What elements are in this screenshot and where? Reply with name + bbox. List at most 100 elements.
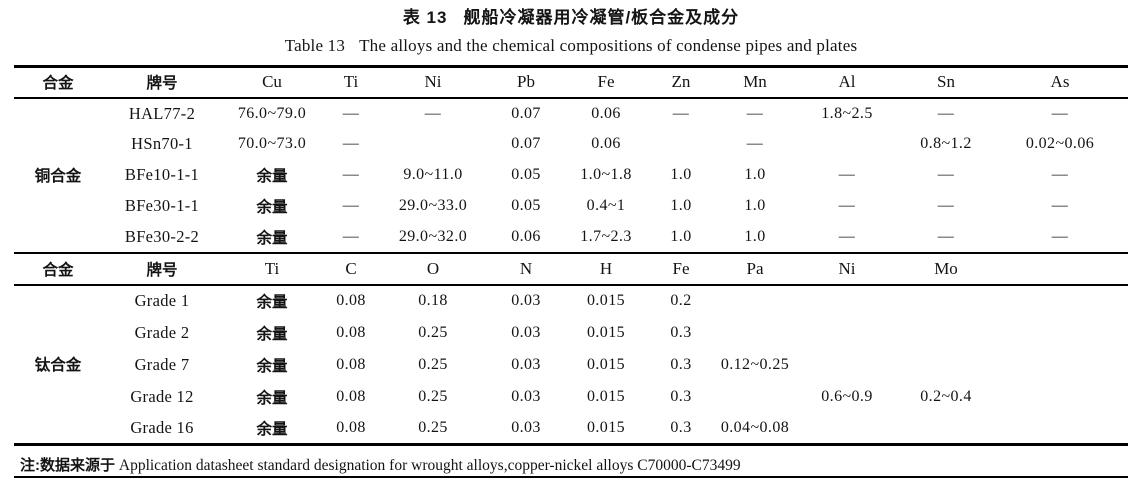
- value-cell: 0.08: [336, 387, 366, 405]
- value-cell: [794, 129, 900, 160]
- value-cell: 1.0: [744, 227, 766, 245]
- value-cell: —: [1051, 227, 1069, 245]
- value-cell: —: [838, 166, 856, 183]
- value-cell: 0.25: [418, 387, 448, 405]
- value-cell: —: [672, 104, 690, 122]
- value-cell: [900, 317, 992, 349]
- value-cell: 余量: [256, 199, 288, 216]
- table-number-en: Table 13: [284, 36, 346, 55]
- value-cell: 余量: [256, 389, 288, 407]
- table-row: BFe30-1-1 余量 — 29.0~33.0 0.05 0.4~1 1.0 1.0 — — —: [14, 191, 1128, 222]
- value-cell: 余量: [256, 357, 288, 375]
- value-cell: 0.06: [511, 227, 541, 245]
- header-cell-element: O: [426, 258, 440, 278]
- value-cell: 1.0~1.8: [580, 166, 632, 183]
- value-cell: [716, 317, 794, 349]
- value-cell: 0.07: [511, 104, 541, 122]
- value-cell: 余量: [256, 420, 288, 438]
- value-cell: 1.8~2.5: [821, 104, 873, 122]
- table-caption-en: The alloys and the chemical compositions…: [359, 36, 858, 55]
- table-row: BFe10-1-1 余量 — 9.0~11.0 0.05 1.0~1.8 1.0 1.0 — — —: [14, 160, 1128, 191]
- value-cell: [794, 413, 900, 445]
- value-cell: 70.0~73.0: [237, 135, 307, 152]
- value-cell: 0.08: [336, 292, 366, 309]
- value-cell: 0.015: [587, 387, 625, 405]
- table-caption-zh: 舰船冷凝器用冷凝管/板合金及成分: [463, 8, 740, 27]
- header-cell-element: Ti: [343, 72, 359, 92]
- value-cell: —: [424, 104, 442, 122]
- value-cell: 1.0: [670, 197, 692, 214]
- value-cell: [646, 129, 716, 160]
- value-cell: —: [342, 166, 360, 183]
- value-cell: 余量: [256, 294, 288, 311]
- table-row: 铜合金 HAL77-2 76.0~79.0 — — 0.07 0.06 — — 1.8~2.5 — —: [14, 98, 1128, 186]
- value-cell: [992, 285, 1128, 317]
- header-cell-name: 牌号: [146, 261, 178, 279]
- grade-name-cell: Grade 12: [130, 386, 194, 406]
- value-cell: [794, 285, 900, 317]
- value-cell: 0.08: [336, 323, 366, 341]
- header-cell-name: 牌号: [146, 75, 178, 93]
- value-cell: 0.015: [587, 292, 625, 309]
- value-cell: 0.06: [591, 104, 621, 122]
- grade-name-cell: Grade 2: [134, 322, 190, 342]
- value-cell: —: [746, 135, 764, 152]
- value-cell: [716, 381, 794, 413]
- header-cell-element: Mo: [934, 258, 958, 278]
- section-header-row: 合金 牌号 Cu Ti Ni Pb Fe Zn Mn Al Sn As: [14, 67, 1128, 98]
- value-cell: 1.0: [744, 197, 766, 214]
- value-cell: [380, 129, 486, 160]
- table-row: HSn70-1 70.0~73.0 — 0.07 0.06 — 0.8~1.2 0.02~0.…: [14, 129, 1128, 160]
- section-header-row: 合金 牌号 Ti C O N H Fe Pa Ni Mo: [14, 252, 1128, 285]
- value-cell: —: [838, 227, 856, 245]
- grade-name-cell: HSn70-1: [131, 134, 193, 153]
- value-cell: —: [937, 227, 955, 245]
- value-cell: 0.3: [670, 387, 692, 405]
- value-cell: 余量: [256, 168, 288, 185]
- value-cell: —: [937, 197, 955, 214]
- value-cell: 0.25: [418, 418, 448, 436]
- value-cell: 0.03: [511, 355, 541, 373]
- value-cell: 余量: [256, 325, 288, 343]
- value-cell: 余量: [256, 229, 288, 247]
- value-cell: 1.7~2.3: [580, 227, 632, 245]
- value-cell: 0.07: [511, 135, 541, 152]
- alloy-group-cell: 铜合金: [34, 168, 82, 185]
- value-cell: 0.03: [511, 292, 541, 309]
- value-cell: 0.25: [418, 323, 448, 341]
- table-row: Grade 2 余量 0.08 0.25 0.03 0.015 0.3: [14, 317, 1128, 349]
- header-cell-element: Ti: [264, 258, 280, 278]
- header-cell-element: H: [599, 258, 613, 278]
- value-cell: 0.3: [670, 323, 692, 341]
- value-cell: [716, 285, 794, 317]
- table-row: Grade 12 余量 0.08 0.25 0.03 0.015 0.3 0.6~0.9 0.2…: [14, 381, 1128, 413]
- value-cell: —: [1051, 166, 1069, 183]
- header-cell-element: Cu: [262, 72, 282, 92]
- alloy-table-body: 合金 牌号 Cu Ti Ni Pb Fe Zn Mn Al Sn As 铜合金 HAL77-2 76.0~7…: [14, 67, 1128, 445]
- value-cell: 0.015: [587, 323, 625, 341]
- value-cell: [992, 317, 1128, 349]
- header-cell-element: Pa: [746, 258, 764, 278]
- table-row: Grade 7 余量 0.08 0.25 0.03 0.015 0.3 0.12~0.25: [14, 349, 1128, 381]
- value-cell: 29.0~32.0: [398, 227, 468, 245]
- header-cell-element: [992, 253, 1128, 285]
- value-cell: —: [937, 166, 955, 183]
- grade-name-cell: BFe30-2-2: [124, 226, 200, 246]
- value-cell: [992, 413, 1128, 445]
- header-cell-element: Zn: [671, 72, 691, 92]
- table-note: 注:数据来源于 Application datasheet standard d…: [14, 455, 1128, 476]
- value-cell: 0.4~1: [586, 197, 626, 214]
- grade-name-cell: BFe30-1-1: [124, 196, 200, 215]
- value-cell: 76.0~79.0: [237, 104, 307, 122]
- header-cell-element: N: [519, 258, 533, 278]
- value-cell: 0.015: [587, 355, 625, 373]
- header-cell-element: Ni: [424, 72, 442, 92]
- grade-name-cell: Grade 7: [134, 354, 190, 374]
- value-cell: 0.2~0.4: [920, 387, 972, 405]
- note-text-en: Application datasheet standard designati…: [115, 457, 741, 474]
- value-cell: 0.05: [511, 197, 541, 214]
- grade-name-cell: Grade 1: [134, 291, 190, 310]
- value-cell: 0.18: [418, 292, 448, 309]
- header-cell-element: Sn: [937, 72, 955, 92]
